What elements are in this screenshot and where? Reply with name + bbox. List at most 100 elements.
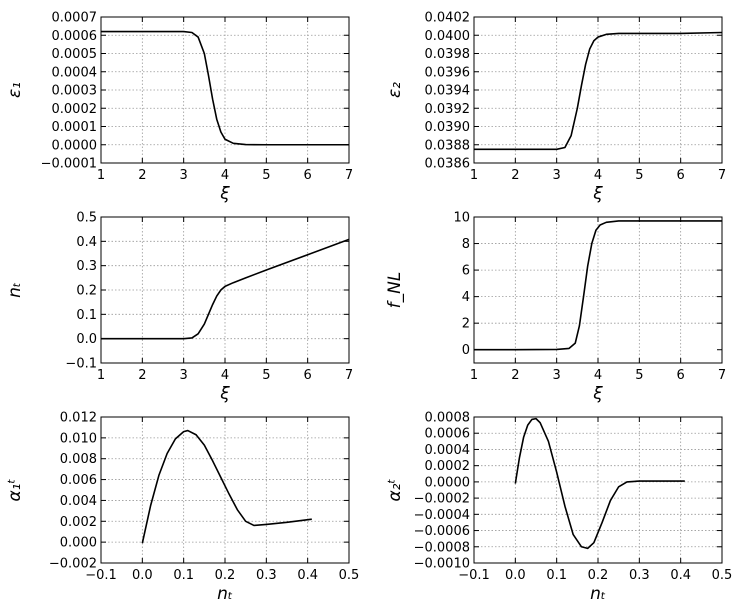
eps1-series-line-0	[101, 30, 349, 146]
alpha1-ylabel: α₁ᵗ	[5, 478, 25, 501]
fnl-xtick-label-0: 1	[470, 368, 478, 383]
alpha1-ytick-label-7: 0.012	[60, 411, 97, 426]
alpha1-xtick-label-6: 0.5	[339, 568, 360, 583]
panel-eps1: 1 2 3 4 5 6 7 −0.0001 0.0000 0.0001 0.0002 0.0003 0.…	[5, 11, 353, 205]
nt-xtick-label-3: 4	[221, 368, 229, 383]
eps1-ylabel: ε₁	[5, 82, 25, 98]
alpha1-ytick-label-4: 0.006	[60, 473, 97, 488]
fnl-plot-frame	[473, 216, 723, 364]
fnl-xtick-label-3: 4	[594, 368, 602, 383]
alpha1-xtick-label-3: 0.2	[215, 568, 236, 583]
alpha1-ytick-label-0: −0.002	[49, 557, 97, 572]
nt-ytick-label-1: 0.0	[76, 332, 97, 347]
nt-xtick-label-6: 7	[345, 368, 353, 383]
alpha2-ytick-label-3: −0.0004	[414, 508, 470, 523]
alpha2-plot-frame	[473, 416, 723, 564]
nt-xtick-label-4: 5	[262, 368, 270, 383]
fnl-series-line-0	[474, 220, 722, 351]
eps1-xtick-label-6: 7	[345, 168, 353, 183]
eps2-ytick-label-1: 0.0388	[425, 138, 471, 153]
fnl-ytick-label-4: 8	[462, 237, 470, 252]
eps1-xtick-label-0: 1	[97, 168, 105, 183]
alpha1-xtick-label-0: −0.1	[85, 568, 117, 583]
alpha2-ytick-label-0: −0.0010	[414, 557, 470, 572]
eps1-ytick-label-3: 0.0002	[52, 102, 98, 117]
eps2-xtick-label-6: 7	[718, 168, 726, 183]
alpha2-xtick-label-4: 0.3	[629, 568, 650, 583]
alpha1-xtick-label-2: 0.1	[173, 568, 194, 583]
eps2-xtick-label-2: 3	[553, 168, 561, 183]
eps2-ytick-label-5: 0.0396	[425, 65, 471, 80]
alpha2-xtick-label-6: 0.5	[712, 568, 733, 583]
panel-fnl: 1 2 3 4 5 6 7 0 2 4 6 8 10 ξ f_NL	[385, 211, 726, 405]
eps2-xtick-label-4: 5	[635, 168, 643, 183]
alpha1-ytick-label-6: 0.010	[60, 431, 97, 446]
panel-nt: 1 2 3 4 5 6 7 −0.1 0.0 0.1 0.2 0.3 0.4 0.5 ξ nₜ	[5, 211, 353, 405]
panels: 1 2 3 4 5 6 7−0.00010.00000.00010.00020.00030.…	[5, 11, 732, 604]
eps2-xtick-label-1: 2	[511, 168, 519, 183]
fnl-ytick-label-1: 2	[462, 317, 470, 332]
alpha2-ytick-label-8: 0.0006	[425, 427, 471, 442]
eps1-plot-frame	[100, 16, 350, 164]
nt-ytick-label-6: 0.5	[76, 211, 97, 226]
nt-ytick-label-3: 0.2	[76, 284, 97, 299]
alpha2-xtick-label-2: 0.1	[546, 568, 567, 583]
eps1-xtick-label-3: 4	[221, 168, 229, 183]
fnl-xtick-label-4: 5	[635, 368, 643, 383]
fnl-ytick-label-5: 10	[453, 211, 470, 226]
eps2-ytick-label-0: 0.0386	[425, 157, 471, 172]
fnl-ylabel: f_NL	[385, 272, 405, 309]
nt-xtick-label-0: 1	[97, 368, 105, 383]
eps1-xtick-label-2: 3	[180, 168, 188, 183]
eps2-ytick-label-3: 0.0392	[425, 102, 471, 117]
eps1-xtick-label-1: 2	[138, 168, 146, 183]
alpha1-plot-frame	[100, 416, 350, 564]
alpha1-xtick-label-5: 0.4	[297, 568, 318, 583]
alpha2-ytick-label-9: 0.0008	[425, 411, 471, 426]
fnl-ytick-label-3: 6	[462, 264, 470, 279]
nt-xtick-label-1: 2	[138, 368, 146, 383]
eps1-ytick-label-1: 0.0000	[52, 138, 98, 153]
alpha2-series-line-0	[514, 417, 685, 550]
fnl-xtick-label-6: 7	[718, 368, 726, 383]
eps1-ytick-label-4: 0.0003	[52, 84, 98, 99]
nt-xlabel: ξ	[219, 384, 230, 404]
eps1-ytick-label-7: 0.0006	[52, 29, 98, 44]
eps1-xlabel: ξ	[219, 184, 230, 204]
fnl-xlabel: ξ	[592, 384, 603, 404]
alpha1-ytick-label-1: 0.000	[60, 536, 97, 551]
eps1-ytick-label-0: −0.0001	[41, 157, 97, 172]
nt-series-line-0	[101, 238, 350, 340]
eps2-ytick-label-4: 0.0394	[425, 84, 471, 99]
fnl-xtick-label-5: 6	[677, 368, 685, 383]
eps1-ytick-label-6: 0.0005	[52, 47, 98, 62]
fnl-xtick-label-1: 2	[511, 368, 519, 383]
eps1-ytick-label-8: 0.0007	[52, 11, 98, 26]
alpha2-xtick-label-5: 0.4	[670, 568, 691, 583]
alpha2-xtick-label-0: −0.1	[458, 568, 490, 583]
alpha2-ytick-label-4: −0.0002	[414, 492, 470, 507]
alpha1-series-line-0	[141, 429, 312, 544]
nt-ytick-label-4: 0.3	[76, 259, 97, 274]
eps1-xtick-label-4: 5	[262, 168, 270, 183]
panel-alpha1: −0.1 0.0 0.1 0.2 0.3 0.4 0.5 −0.002 0.000 0.002 0.…	[5, 411, 359, 604]
alpha1-ytick-label-3: 0.004	[60, 494, 97, 509]
fnl-xtick-label-2: 3	[553, 368, 561, 383]
panel-alpha2: −0.1 0.0 0.1 0.2 0.3 0.4 0.5−0.0010−0.0008−0.0…	[385, 411, 732, 604]
eps2-ytick-label-7: 0.0400	[425, 29, 471, 44]
nt-plot-frame	[100, 216, 350, 364]
eps2-ytick-label-2: 0.0390	[425, 120, 471, 135]
alpha1-ytick-label-2: 0.002	[60, 515, 97, 530]
alpha1-xtick-label-1: 0.0	[132, 568, 153, 583]
nt-ylabel: nₜ	[5, 282, 25, 298]
eps2-xtick-label-5: 6	[677, 168, 685, 183]
alpha2-ylabel: α₂ᵗ	[385, 478, 405, 501]
alpha2-ytick-label-5: 0.0000	[425, 475, 471, 490]
alpha2-ytick-label-2: −0.0006	[414, 524, 470, 539]
nt-ytick-label-2: 0.1	[76, 308, 97, 323]
eps2-ylabel: ε₂	[385, 82, 405, 98]
fnl-ytick-label-2: 4	[462, 290, 470, 305]
eps2-xtick-label-3: 4	[594, 168, 602, 183]
eps1-ytick-label-2: 0.0001	[52, 120, 98, 135]
